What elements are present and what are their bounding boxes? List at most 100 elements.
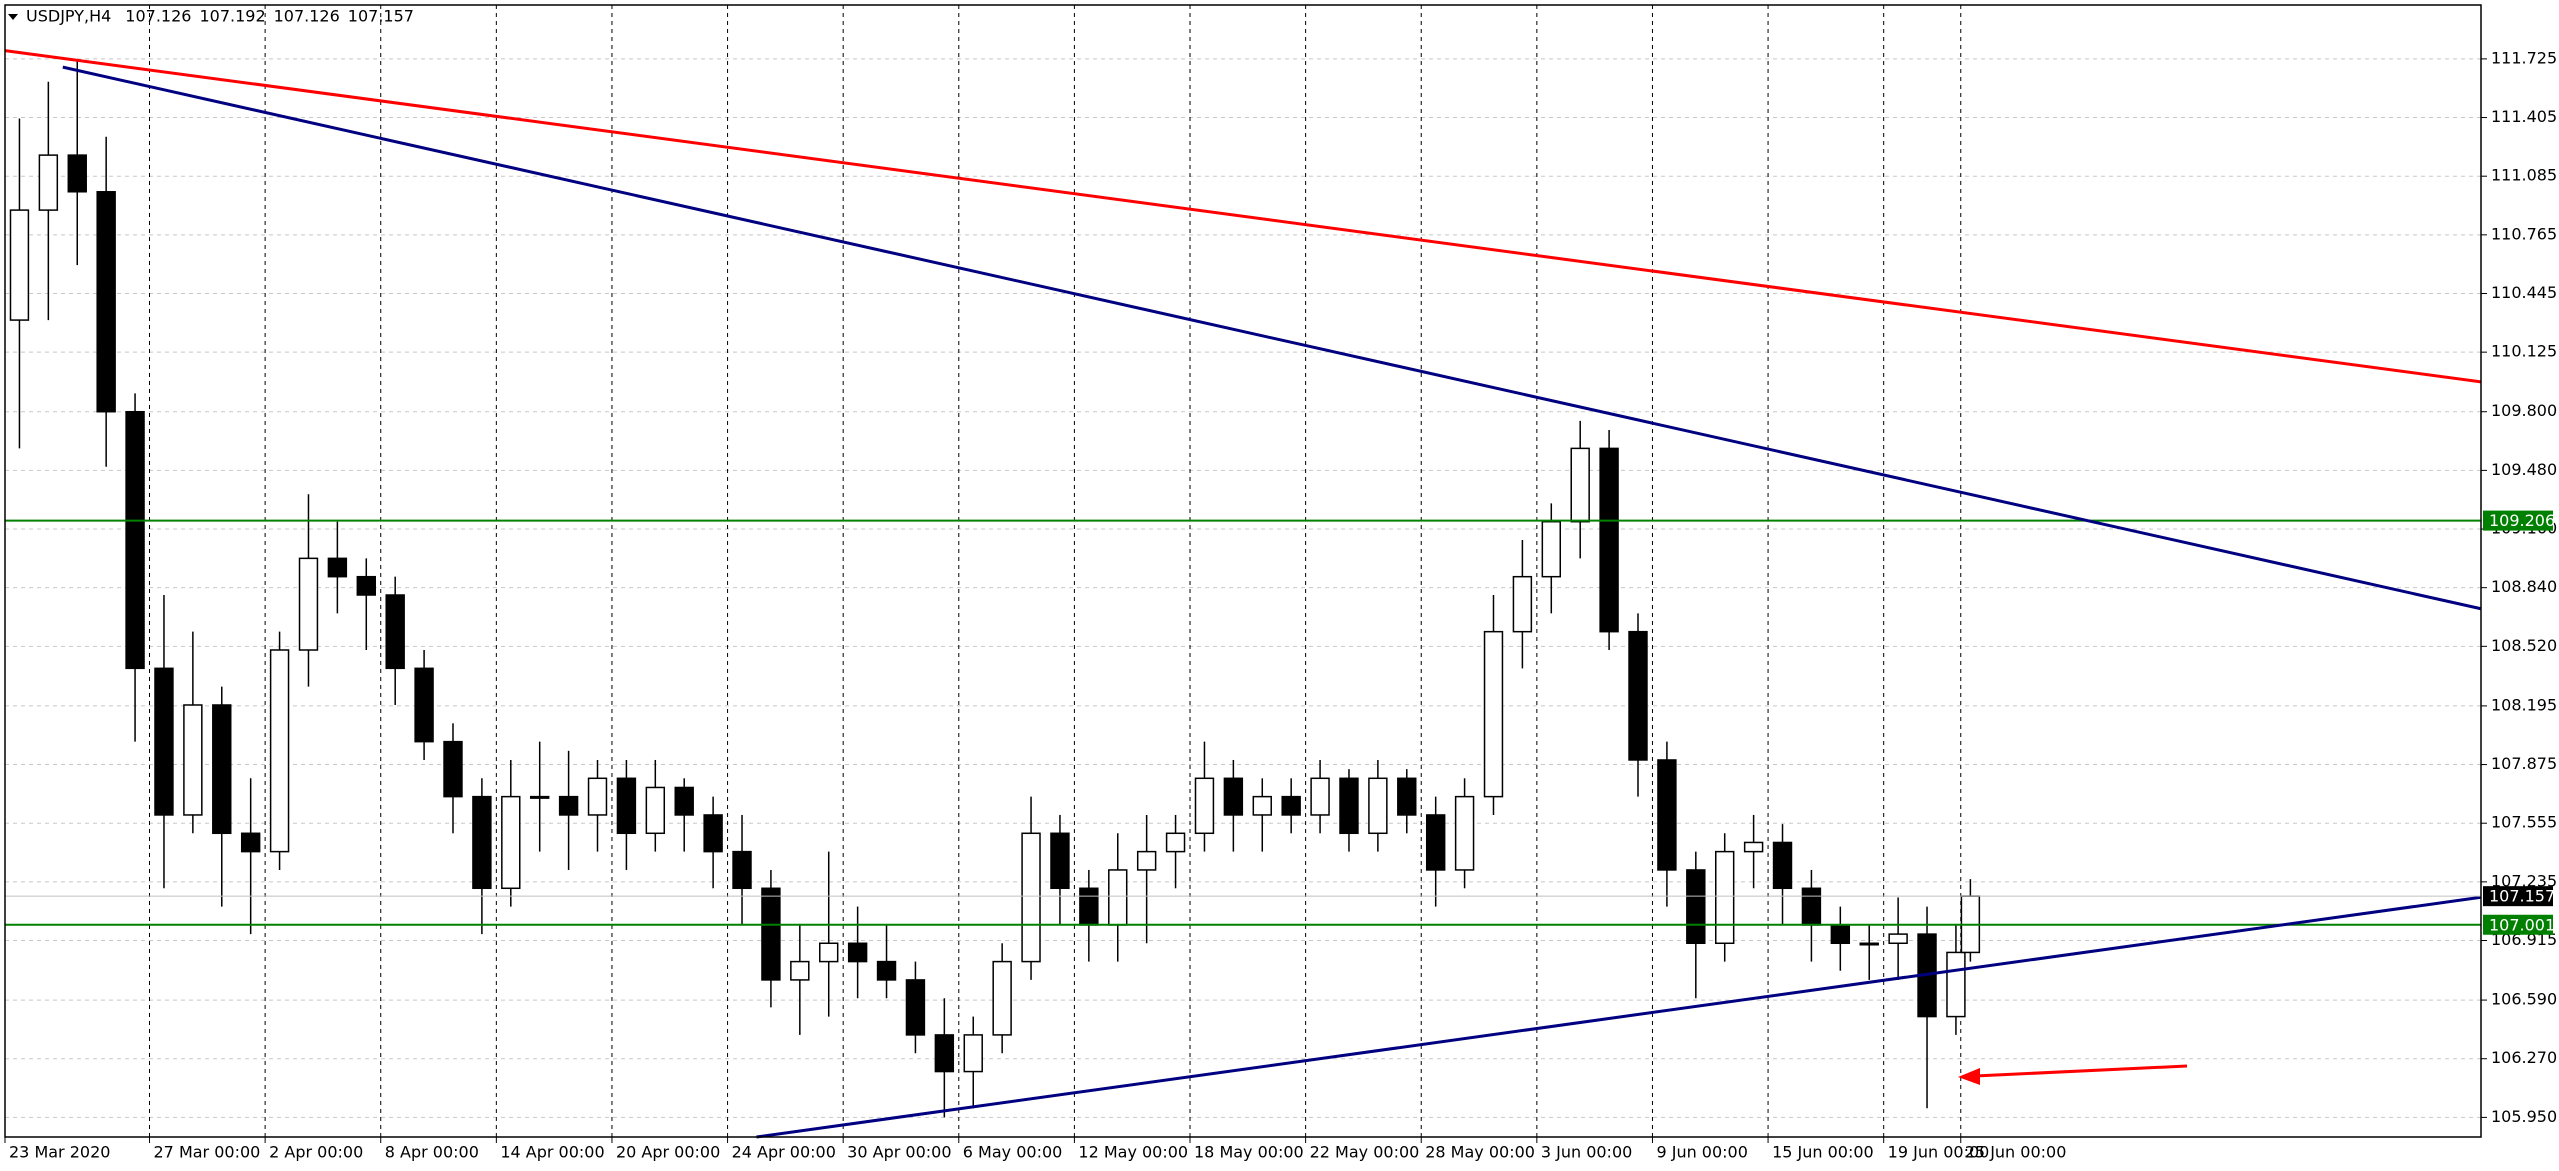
candles <box>9 59 1981 1118</box>
y-tick-label: 106.270 <box>2491 1048 2557 1067</box>
candle-body <box>1801 887 1822 926</box>
candle-body <box>1657 759 1677 871</box>
y-tick-label: 111.405 <box>2491 107 2557 126</box>
level-label-box <box>2483 914 2553 935</box>
objects <box>4 49 2482 1139</box>
trend-line <box>756 895 2482 1139</box>
candle-body <box>154 667 174 816</box>
candle-body <box>443 740 463 798</box>
level-label: 109.206 <box>2489 511 2555 530</box>
candle-body <box>963 1034 983 1073</box>
header-value: 107.157 <box>348 7 414 26</box>
candle-body <box>1888 933 1908 945</box>
level-label-box <box>2483 510 2553 531</box>
candle-body <box>558 795 579 816</box>
candle-body <box>385 594 405 670</box>
x-tick-label: 30 Apr 00:00 <box>847 1143 951 1162</box>
candle-body <box>1108 869 1128 926</box>
last-price-box <box>2483 886 2553 907</box>
candle-body <box>905 979 926 1036</box>
x-tick-label: 18 May 00:00 <box>1194 1143 1304 1162</box>
y-tick-label: 108.195 <box>2491 695 2557 714</box>
y-tick-label: 107.875 <box>2491 754 2557 773</box>
candle-body <box>298 557 319 651</box>
axes: 111.725 111.405 111.085 110.765 110.445 110.1… <box>4 48 2557 1162</box>
x-tick-label: 23 Mar 2020 <box>9 1143 110 1162</box>
candle-body <box>1368 777 1388 835</box>
candle-body <box>1686 869 1706 945</box>
x-tick-label: 27 Mar 00:00 <box>154 1143 261 1162</box>
candle-body <box>674 786 694 816</box>
y-tick-label: 111.725 <box>2491 48 2557 67</box>
candle-body <box>38 154 59 211</box>
y-tick-label: 110.125 <box>2491 342 2557 361</box>
candle-body <box>356 575 376 596</box>
candle-body <box>1483 630 1504 798</box>
candle-body <box>819 942 839 963</box>
candle-body <box>501 795 521 890</box>
x-tick-label: 15 Jun 00:00 <box>1772 1143 1874 1162</box>
candle-body <box>1281 795 1301 816</box>
candle-body <box>1772 841 1793 890</box>
y-tick-label: 109.800 <box>2491 401 2557 420</box>
header-value: 107.126 <box>274 7 340 26</box>
y-tick-label: 107.235 <box>2491 871 2557 890</box>
candle-body <box>1397 777 1417 816</box>
menu-triangle <box>8 14 18 20</box>
arrow-shaft <box>1974 1064 2188 1078</box>
x-tick-label: 19 Jun 00:00 <box>1888 1143 1990 1162</box>
candle-body <box>645 786 666 835</box>
candle-body <box>1859 942 1879 946</box>
x-tick-label: 8 Apr 00:00 <box>385 1143 479 1162</box>
candle-body <box>96 191 116 413</box>
candle-body <box>1165 832 1186 853</box>
arrow <box>1958 1064 2188 1085</box>
candle-body <box>587 777 608 816</box>
x-tick-label: 28 May 00:00 <box>1425 1143 1535 1162</box>
candle-body <box>67 154 87 193</box>
candle-body <box>1425 814 1446 871</box>
candle-body <box>1194 777 1215 835</box>
y-tick-label: 106.590 <box>2491 990 2557 1009</box>
trend-line <box>4 49 2482 384</box>
candle-body <box>1310 777 1330 816</box>
x-tick-label: 2 Apr 00:00 <box>269 1143 363 1162</box>
candle-body <box>1050 832 1070 890</box>
candle-body <box>703 814 723 853</box>
candle-body <box>472 795 492 890</box>
candle-body <box>847 942 868 963</box>
symbol: USDJPY,H4 <box>26 7 111 26</box>
arrow-head <box>1958 1068 1980 1085</box>
y-tick-label: 110.765 <box>2491 224 2557 243</box>
y-tick-label: 109.480 <box>2491 460 2557 479</box>
candle-body <box>240 832 261 853</box>
x-tick-label: 14 Apr 00:00 <box>500 1143 604 1162</box>
x-tick-label: 24 Apr 00:00 <box>732 1143 836 1162</box>
candle-body <box>790 960 810 981</box>
y-tick-label: 108.520 <box>2491 636 2557 655</box>
candle-body <box>934 1034 955 1073</box>
candle-body <box>1599 447 1619 633</box>
candle-body <box>212 704 232 835</box>
y-tick-label: 107.555 <box>2491 813 2557 832</box>
candle-body <box>761 887 781 981</box>
candle-body <box>1454 795 1475 871</box>
candle-body <box>1946 951 1966 1018</box>
candle-body <box>125 410 145 670</box>
candle-body <box>1512 575 1533 633</box>
y-tick-label: 106.915 <box>2491 930 2557 949</box>
x-tick-label: 9 Jun 00:00 <box>1656 1143 1747 1162</box>
candle-body <box>183 704 203 816</box>
header-value: 107.126 <box>125 7 191 26</box>
candle-body <box>327 557 348 578</box>
candle-body <box>732 850 752 890</box>
candle-body <box>1223 777 1244 816</box>
x-tick-label: 20 Apr 00:00 <box>616 1143 720 1162</box>
candle-body <box>269 649 290 853</box>
x-tick-label: 22 May 00:00 <box>1310 1143 1420 1162</box>
y-tick-label: 105.950 <box>2491 1107 2557 1126</box>
candle-body <box>1079 887 1099 926</box>
